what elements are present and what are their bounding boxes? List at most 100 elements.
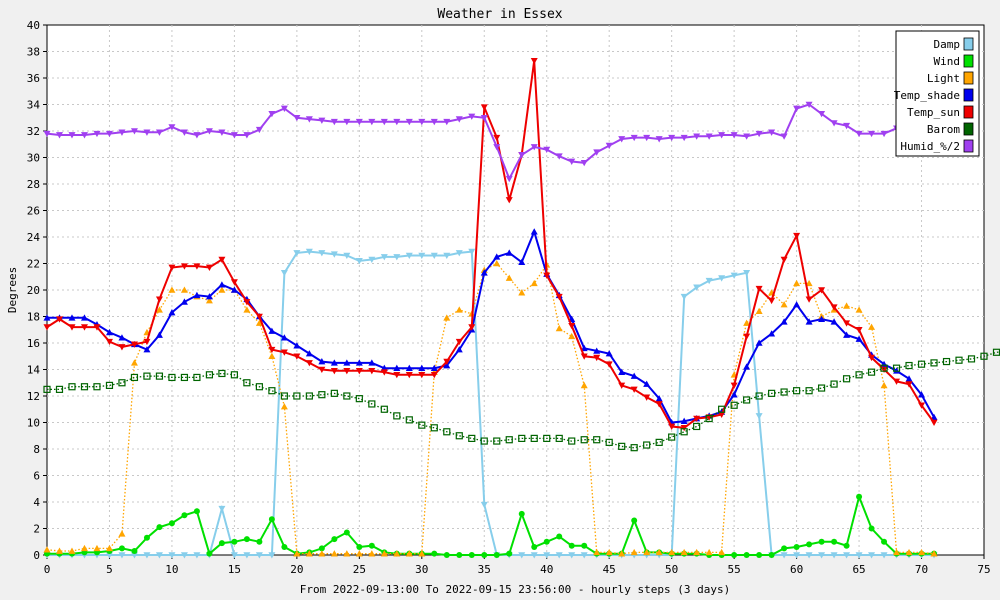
data-point [255,552,263,559]
data-point [243,379,251,387]
data-point [68,314,76,321]
data-point [768,552,775,558]
data-point [281,544,288,551]
y-tick-label: 28 [27,178,40,191]
data-point [905,548,913,556]
data-point [643,134,651,142]
data-point [518,552,526,559]
data-point [480,437,488,445]
data-point [892,364,901,372]
data-point [705,277,713,285]
data-point [243,132,251,139]
data-point [218,540,225,547]
y-tick-label: 6 [33,470,40,483]
data-point [631,517,638,524]
data-point [293,353,301,360]
data-point [80,544,88,552]
data-point [805,318,813,325]
data-point [493,134,501,142]
data-point [330,389,338,397]
x-tick-label: 15 [228,563,241,576]
data-point [393,364,401,371]
data-point [355,368,363,375]
data-point [543,538,550,545]
legend-swatch [963,54,974,68]
data-point [405,372,413,379]
data-point [543,146,551,154]
data-point [380,550,388,557]
data-point [205,297,213,304]
data-point [518,510,525,517]
data-point [330,118,338,126]
data-point [318,117,326,124]
data-point [205,128,213,135]
data-point [318,366,326,373]
data-point [856,493,863,500]
data-point [455,346,463,353]
y-tick-label: 22 [27,258,40,271]
data-point [655,548,663,556]
data-point [118,334,126,341]
data-point [593,149,601,156]
data-point [793,279,801,287]
data-point [80,324,88,331]
data-point [755,392,763,400]
data-point [68,383,76,391]
data-point [480,114,488,122]
data-point [630,444,638,452]
data-point [343,252,351,260]
data-point [843,302,851,309]
chart-title: Weather in Essex [437,7,562,22]
data-point [368,400,376,408]
data-point [568,332,576,340]
data-point [855,130,863,138]
data-point [305,248,313,256]
x-tick-label: 60 [790,563,803,576]
data-point [618,550,626,557]
data-point [518,258,526,265]
data-point [780,301,788,308]
data-point [693,415,701,423]
data-point [842,375,851,383]
data-point [443,358,451,366]
legend-swatch [963,71,974,85]
data-point [555,293,563,301]
y-tick-label: 32 [27,125,40,138]
data-point [405,550,413,557]
data-point [93,383,101,391]
data-point [468,113,476,120]
data-point [855,326,863,334]
data-point [268,516,275,523]
data-point [105,552,113,559]
data-point [105,381,114,389]
data-point [80,132,88,139]
data-point [555,153,563,160]
data-point [218,505,226,513]
data-point [93,324,101,331]
data-point [555,324,563,332]
data-point [730,391,738,398]
data-point [655,401,663,408]
data-point [218,281,226,288]
data-point [43,130,51,138]
data-point [380,369,388,376]
data-point [193,263,201,270]
data-point [468,324,476,331]
legend-label: Light [927,72,960,85]
data-point [105,544,113,552]
data-point [793,552,801,559]
data-point [868,354,876,362]
x-tick-label: 35 [478,563,491,576]
data-point [293,392,301,400]
series-line [46,262,935,555]
y-tick-label: 38 [27,46,40,59]
data-point [255,313,263,320]
data-point [418,118,426,126]
data-point [705,414,713,423]
data-point [580,552,588,559]
data-point [693,133,701,140]
data-point [630,134,638,142]
data-point [168,124,176,131]
data-point [568,158,576,165]
data-point [430,424,438,432]
